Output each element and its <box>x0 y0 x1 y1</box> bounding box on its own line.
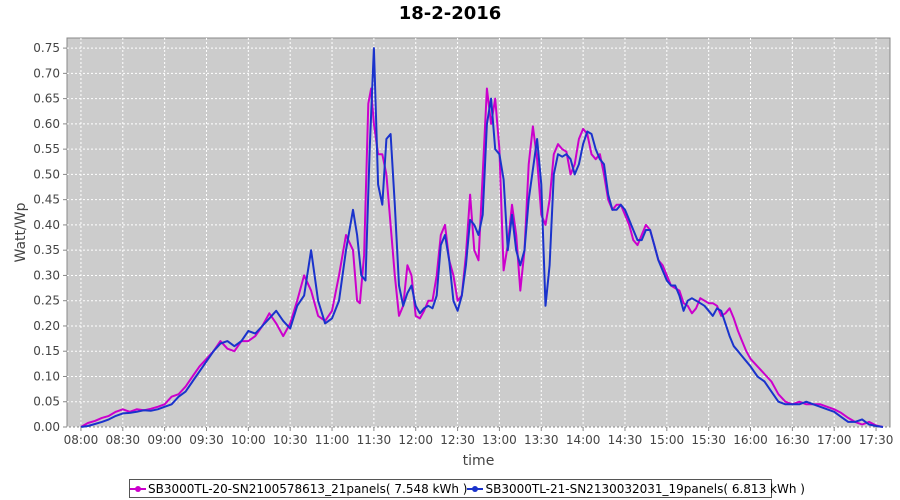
y-axis-label: Watt/Wp <box>13 202 29 262</box>
y-tick-label: 0.00 <box>33 420 60 434</box>
legend-swatch-series-2 <box>467 485 484 492</box>
x-tick-label: 16:00 <box>733 433 768 447</box>
x-tick-label: 09:30 <box>189 433 224 447</box>
x-tick-label: 12:30 <box>440 433 475 447</box>
x-tick-label: 16:30 <box>775 433 810 447</box>
y-tick-label: 0.45 <box>33 193 60 207</box>
x-tick-label: 14:30 <box>608 433 643 447</box>
y-tick-label: 0.25 <box>33 294 60 308</box>
y-tick-label: 0.75 <box>33 41 60 55</box>
y-tick-label: 0.40 <box>33 218 60 232</box>
x-tick-label: 12:00 <box>398 433 433 447</box>
x-tick-label: 11:00 <box>315 433 350 447</box>
x-tick-label: 15:00 <box>650 433 685 447</box>
x-tick-label: 08:00 <box>64 433 99 447</box>
x-tick-label: 17:30 <box>859 433 894 447</box>
y-tick-label: 0.60 <box>33 117 60 131</box>
x-tick-label: 13:00 <box>482 433 517 447</box>
x-tick-label: 15:30 <box>691 433 726 447</box>
y-tick-label: 0.35 <box>33 243 60 257</box>
x-tick-label: 11:30 <box>357 433 392 447</box>
y-tick-label: 0.50 <box>33 167 60 181</box>
x-tick-label: 08:30 <box>105 433 140 447</box>
y-tick-label: 0.55 <box>33 142 60 156</box>
y-tick-label: 0.70 <box>33 66 60 80</box>
y-tick-label: 0.65 <box>33 92 60 106</box>
legend-item-series-2: SB3000TL-21-SN2130032031_19panels( 6.813… <box>467 481 805 496</box>
y-tick-label: 0.05 <box>33 395 60 409</box>
series-layer <box>80 47 884 428</box>
y-tick-label: 0.10 <box>33 369 60 383</box>
x-axis-label: time <box>463 453 495 469</box>
y-tick-label: 0.15 <box>33 344 60 358</box>
x-tick-label: 17:00 <box>817 433 852 447</box>
y-tick-label: 0.20 <box>33 319 60 333</box>
legend-label-series-2: SB3000TL-21-SN2130032031_19panels( 6.813… <box>485 481 805 496</box>
axes: 0.00 0.05 0.10 0.15 0.20 0.25 0.30 0.35 0.40 0.45… <box>33 41 893 447</box>
chart-title: 18-2-2016 <box>398 3 502 24</box>
x-tick-label: 14:00 <box>566 433 601 447</box>
series-line-2 <box>80 47 884 428</box>
chart-area: 0.00 0.05 0.10 0.15 0.20 0.25 0.30 0.35 0.40 0.45… <box>13 37 893 469</box>
grid-lines <box>67 38 890 428</box>
y-tick-label: 0.30 <box>33 268 60 282</box>
x-tick-label: 13:30 <box>524 433 559 447</box>
legend-label-series-1: SB3000TL-20-SN2100578613_21panels( 7.548… <box>148 481 468 496</box>
legend-item-series-1: SB3000TL-20-SN2100578613_21panels( 7.548… <box>130 482 467 496</box>
legend-swatch-series-1 <box>130 485 146 492</box>
x-tick-label: 09:00 <box>147 433 182 447</box>
x-tick-label: 10:30 <box>273 433 308 447</box>
x-tick-label: 10:00 <box>231 433 266 447</box>
legend: SB3000TL-20-SN2100578613_21panels( 7.548… <box>129 479 805 498</box>
